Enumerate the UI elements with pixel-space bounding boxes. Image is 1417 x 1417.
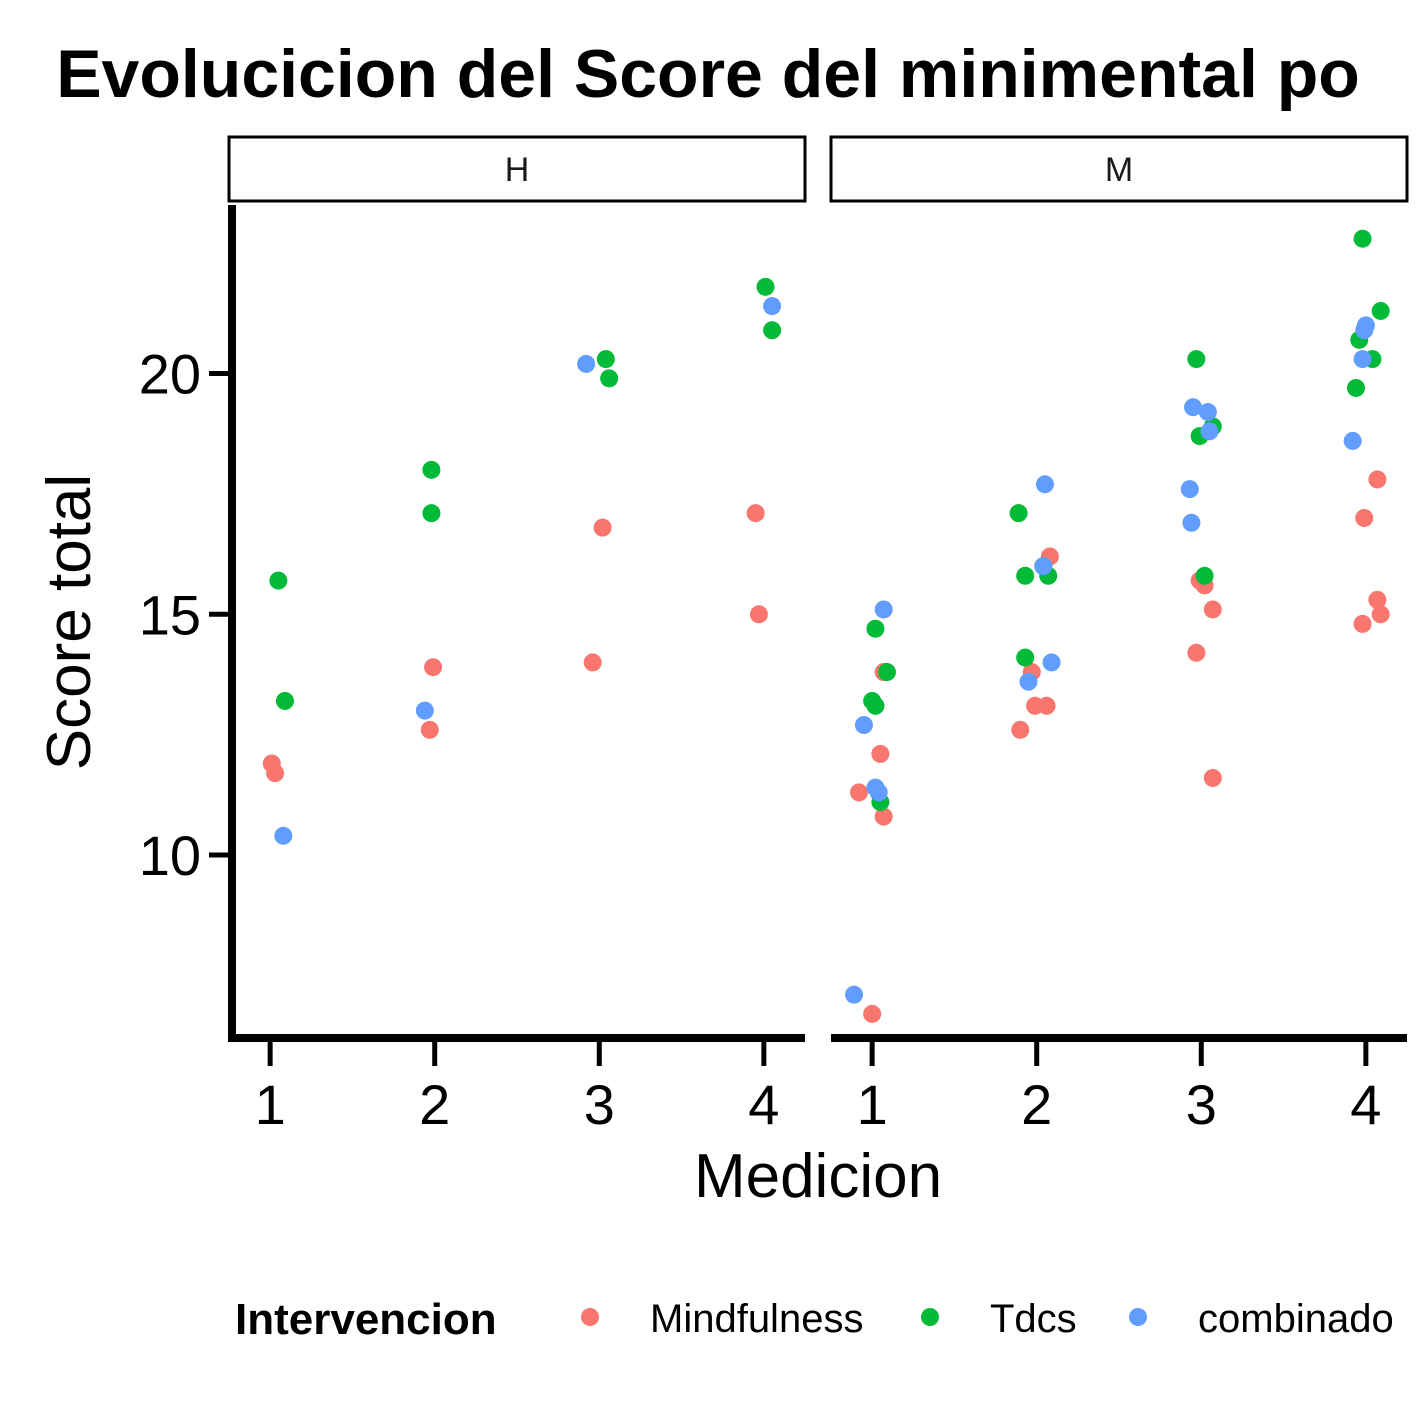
panel-M: M 1 2 3 4 — [829, 135, 1409, 1136]
facet-strip-label: H — [505, 151, 530, 189]
x-tick-label: 3 — [584, 1073, 615, 1136]
facet-strip-label: M — [1105, 151, 1133, 189]
data-point-combinado — [1200, 422, 1219, 441]
data-point-tdcs — [1346, 378, 1365, 397]
data-point-tdcs — [422, 504, 441, 523]
data-point-mindfulness — [1037, 696, 1056, 715]
legend-key — [581, 1308, 599, 1326]
data-point-mindfulness — [871, 744, 890, 763]
legend-item-tdcs: Tdcs — [921, 1297, 1077, 1341]
data-point-tdcs — [866, 696, 885, 715]
data-point-combinado — [1035, 475, 1054, 494]
data-point-mindfulness — [420, 720, 439, 739]
data-point-combinado — [1034, 557, 1053, 576]
data-point-tdcs — [1195, 566, 1214, 585]
data-point-tdcs — [877, 663, 896, 682]
data-point-combinado — [1356, 316, 1375, 335]
data-point-combinado — [577, 354, 596, 373]
data-point-tdcs — [269, 571, 288, 590]
data-point-mindfulness — [424, 658, 443, 677]
data-point-mindfulness — [1355, 508, 1374, 527]
y-tick-label: 10 — [139, 824, 201, 887]
x-tick-label: 1 — [255, 1073, 286, 1136]
legend-key — [921, 1308, 939, 1326]
data-point-tdcs — [1187, 350, 1206, 369]
data-point-tdcs — [1016, 566, 1035, 585]
data-point-mindfulness — [1203, 600, 1222, 619]
y-tick-label: 20 — [139, 343, 201, 406]
legend-label: Tdcs — [990, 1297, 1077, 1341]
y-axis-title: Score total — [35, 474, 104, 770]
legend: Intervencion Mindfulness Tdcs combinado — [235, 1295, 1394, 1344]
data-point-mindfulness — [1368, 470, 1387, 489]
data-point-tdcs — [596, 350, 615, 369]
data-point-combinado — [854, 716, 873, 735]
data-point-mindfulness — [863, 1004, 882, 1023]
data-point-combinado — [845, 985, 864, 1004]
x-tick-label: 4 — [748, 1073, 779, 1136]
data-point-tdcs — [1371, 301, 1390, 320]
legend-label: combinado — [1198, 1297, 1394, 1341]
panel-H: H 10 15 20 1 2 3 4 — [139, 135, 807, 1136]
legend-item-combinado: combinado — [1129, 1297, 1394, 1341]
data-point-combinado — [1019, 672, 1038, 691]
data-point-tdcs — [422, 460, 441, 479]
data-point-tdcs — [1016, 648, 1035, 667]
data-point-tdcs — [756, 277, 775, 296]
data-point-mindfulness — [1353, 614, 1372, 633]
data-point-mindfulness — [1011, 720, 1030, 739]
data-point-mindfulness — [1371, 605, 1390, 624]
x-axis-title: Medicion — [694, 1142, 942, 1211]
data-point-mindfulness — [874, 807, 893, 826]
data-point-tdcs — [600, 369, 619, 388]
data-point-combinado — [1343, 431, 1362, 450]
data-point-mindfulness — [1368, 590, 1387, 609]
legend-key — [1129, 1308, 1147, 1326]
legend-label: Mindfulness — [650, 1297, 863, 1341]
data-point-mindfulness — [583, 653, 602, 672]
data-point-combinado — [874, 600, 893, 619]
data-point-combinado — [1184, 398, 1203, 417]
data-point-mindfulness — [266, 764, 285, 783]
data-point-tdcs — [866, 619, 885, 638]
legend-title: Intervencion — [235, 1295, 497, 1344]
data-point-combinado — [1353, 350, 1372, 369]
data-point-combinado — [1180, 480, 1199, 499]
data-point-mindfulness — [849, 783, 868, 802]
x-tick-label: 1 — [857, 1073, 888, 1136]
data-point-mindfulness — [593, 518, 612, 537]
data-point-mindfulness — [1187, 643, 1206, 662]
data-point-mindfulness — [1203, 768, 1222, 787]
data-point-tdcs — [1009, 504, 1028, 523]
y-tick-label: 15 — [139, 583, 201, 646]
data-point-tdcs — [275, 691, 294, 710]
data-point-tdcs — [763, 321, 782, 340]
x-tick-label: 2 — [419, 1073, 450, 1136]
legend-item-mindfulness: Mindfulness — [581, 1297, 863, 1341]
x-tick-label: 2 — [1021, 1073, 1052, 1136]
data-point-combinado — [415, 701, 434, 720]
data-point-combinado — [1198, 403, 1217, 422]
data-point-tdcs — [1353, 229, 1372, 248]
facet-strip — [829, 135, 1409, 203]
data-point-combinado — [869, 783, 888, 802]
data-point-combinado — [1182, 513, 1201, 532]
data-point-combinado — [1042, 653, 1061, 672]
data-point-mindfulness — [749, 605, 768, 624]
data-point-combinado — [274, 826, 293, 845]
data-point-combinado — [763, 297, 782, 316]
facet-strip — [227, 135, 807, 203]
chart-title: Evolucicion del Score del minimental po — [56, 36, 1360, 112]
x-tick-label: 3 — [1186, 1073, 1217, 1136]
x-tick-label: 4 — [1350, 1073, 1381, 1136]
data-point-mindfulness — [746, 504, 765, 523]
